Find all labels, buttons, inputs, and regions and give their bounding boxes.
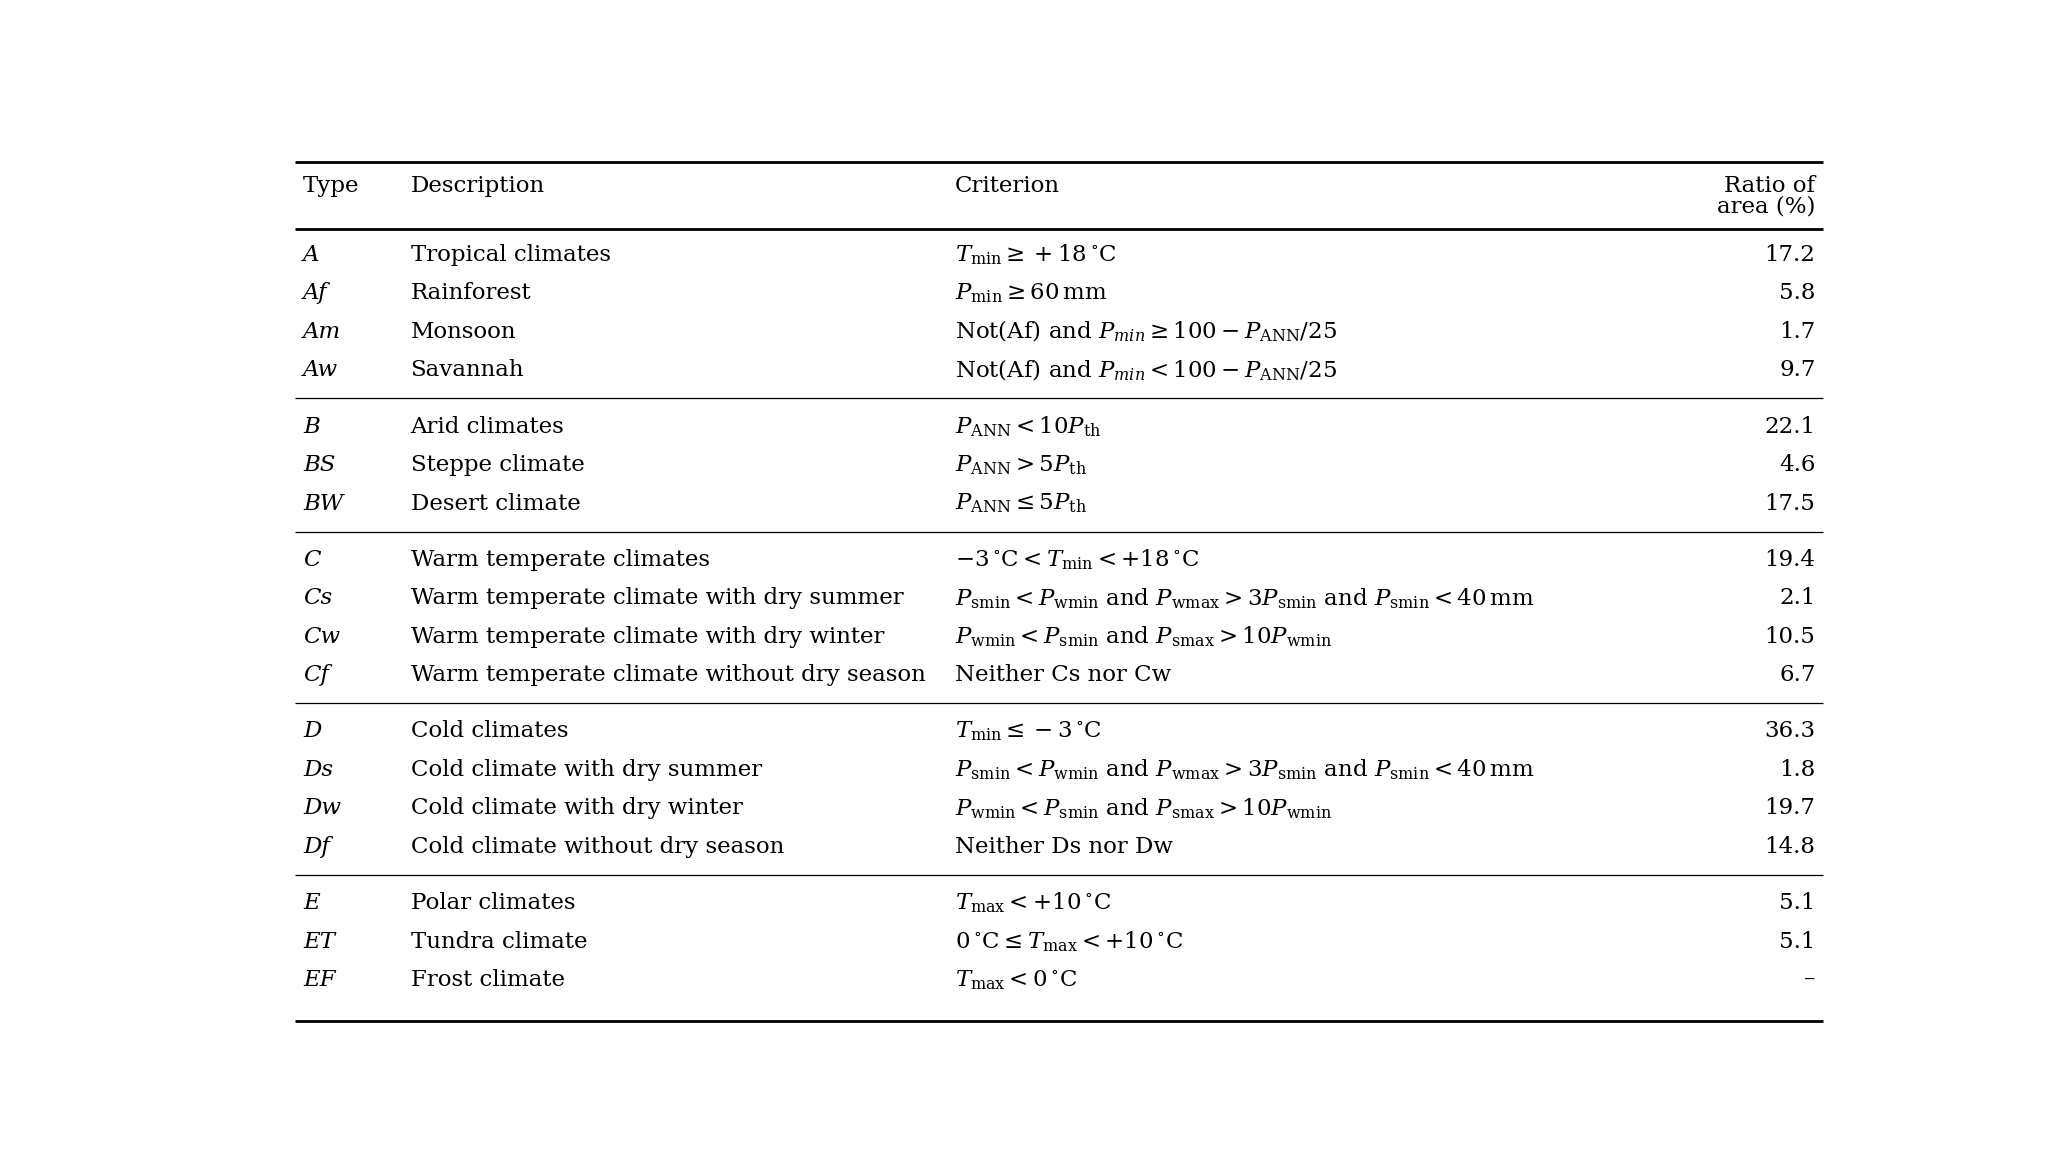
- Text: Rainforest: Rainforest: [411, 282, 531, 304]
- Text: 1.7: 1.7: [1780, 320, 1815, 342]
- Text: D: D: [304, 721, 322, 742]
- Text: $P_{\mathrm{smin}} < P_{\mathrm{wmin}}$ and $P_{\mathrm{wmax}} > 3P_{\mathrm{smi: $P_{\mathrm{smin}} < P_{\mathrm{wmin}}$ …: [955, 758, 1534, 783]
- Text: A: A: [304, 244, 320, 266]
- Text: Ds: Ds: [304, 759, 333, 781]
- Text: 1.8: 1.8: [1780, 759, 1815, 781]
- Text: Aw: Aw: [304, 359, 339, 381]
- Text: 9.7: 9.7: [1780, 359, 1815, 381]
- Text: Frost climate: Frost climate: [411, 969, 564, 991]
- Text: ET: ET: [304, 931, 335, 953]
- Text: Neither Ds nor Dw: Neither Ds nor Dw: [955, 836, 1174, 858]
- Text: Type: Type: [304, 174, 360, 196]
- Text: Steppe climate: Steppe climate: [411, 454, 585, 476]
- Text: $T_{\mathrm{max}} < 0\,^{\circ}\mathrm{C}$: $T_{\mathrm{max}} < 0\,^{\circ}\mathrm{C…: [955, 968, 1077, 991]
- Text: Cold climates: Cold climates: [411, 721, 568, 742]
- Text: Af: Af: [304, 282, 329, 304]
- Text: Cold climate with dry winter: Cold climate with dry winter: [411, 798, 742, 820]
- Text: Cold climate with dry summer: Cold climate with dry summer: [411, 759, 761, 781]
- Text: Description: Description: [411, 174, 546, 196]
- Text: 6.7: 6.7: [1780, 664, 1815, 686]
- Text: BW: BW: [304, 492, 343, 514]
- Text: BS: BS: [304, 454, 335, 476]
- Text: Savannah: Savannah: [411, 359, 525, 381]
- Text: $-3\,^{\circ}\mathrm{C} < T_{\mathrm{min}} < +18\,^{\circ}\mathrm{C}$: $-3\,^{\circ}\mathrm{C} < T_{\mathrm{min…: [955, 548, 1199, 572]
- Text: 5.1: 5.1: [1780, 892, 1815, 914]
- Text: Tundra climate: Tundra climate: [411, 931, 587, 953]
- Text: EF: EF: [304, 969, 335, 991]
- Text: $P_{\mathrm{wmin}} < P_{\mathrm{smin}}$ and $P_{\mathrm{smax}} > 10P_{\mathrm{wm: $P_{\mathrm{wmin}} < P_{\mathrm{smin}}$ …: [955, 625, 1333, 649]
- Text: 36.3: 36.3: [1765, 721, 1815, 742]
- Text: Not(Af) and $P_{min} < 100 - P_{\mathrm{ANN}}/25$: Not(Af) and $P_{min} < 100 - P_{\mathrm{…: [955, 358, 1337, 383]
- Text: $0\,^{\circ}\mathrm{C} \leq T_{\mathrm{max}} < +10\,^{\circ}\mathrm{C}$: $0\,^{\circ}\mathrm{C} \leq T_{\mathrm{m…: [955, 929, 1184, 954]
- Text: Dw: Dw: [304, 798, 341, 820]
- Text: Arid climates: Arid climates: [411, 416, 564, 438]
- Text: Cf: Cf: [304, 664, 329, 686]
- Text: 4.6: 4.6: [1780, 454, 1815, 476]
- Text: $P_{\mathrm{ANN}} < 10P_{\mathrm{th}}$: $P_{\mathrm{ANN}} < 10P_{\mathrm{th}}$: [955, 414, 1102, 439]
- Text: –: –: [1804, 969, 1815, 991]
- Text: 10.5: 10.5: [1765, 626, 1815, 648]
- Text: Tropical climates: Tropical climates: [411, 244, 610, 266]
- Text: Monsoon: Monsoon: [411, 320, 517, 342]
- Text: Ratio of: Ratio of: [1724, 174, 1815, 196]
- Text: $P_{\mathrm{wmin}} < P_{\mathrm{smin}}$ and $P_{\mathrm{smax}} > 10P_{\mathrm{wm: $P_{\mathrm{wmin}} < P_{\mathrm{smin}}$ …: [955, 796, 1333, 821]
- Text: B: B: [304, 416, 320, 438]
- Text: Df: Df: [304, 836, 331, 858]
- Text: 14.8: 14.8: [1765, 836, 1815, 858]
- Text: Cs: Cs: [304, 587, 333, 610]
- Text: Cw: Cw: [304, 626, 341, 648]
- Text: Warm temperate climates: Warm temperate climates: [411, 549, 709, 571]
- Text: $T_{\mathrm{min}} \geq +18\,^{\circ}\mathrm{C}$: $T_{\mathrm{min}} \geq +18\,^{\circ}\mat…: [955, 243, 1116, 267]
- Text: 19.7: 19.7: [1765, 798, 1815, 820]
- Text: $T_{\mathrm{max}} < +10\,^{\circ}\mathrm{C}$: $T_{\mathrm{max}} < +10\,^{\circ}\mathrm…: [955, 890, 1112, 916]
- Text: Cold climate without dry season: Cold climate without dry season: [411, 836, 783, 858]
- Text: $T_{\mathrm{min}} \leq -3\,^{\circ}\mathrm{C}$: $T_{\mathrm{min}} \leq -3\,^{\circ}\math…: [955, 720, 1102, 743]
- Text: $P_{\mathrm{min}} \geq 60\,\mathrm{mm}$: $P_{\mathrm{min}} \geq 60\,\mathrm{mm}$: [955, 281, 1108, 305]
- Text: Warm temperate climate with dry summer: Warm temperate climate with dry summer: [411, 587, 903, 610]
- Text: E: E: [304, 892, 320, 914]
- Text: Warm temperate climate without dry season: Warm temperate climate without dry seaso…: [411, 664, 926, 686]
- Text: Neither Cs nor Cw: Neither Cs nor Cw: [955, 664, 1172, 686]
- Text: Am: Am: [304, 320, 341, 342]
- Text: 17.5: 17.5: [1765, 492, 1815, 514]
- Text: 2.1: 2.1: [1780, 587, 1815, 610]
- Text: C: C: [304, 549, 320, 571]
- Text: 5.8: 5.8: [1780, 282, 1815, 304]
- Text: Not(Af) and $P_{min} \geq 100 - P_{\mathrm{ANN}}/25$: Not(Af) and $P_{min} \geq 100 - P_{\math…: [955, 319, 1337, 345]
- Text: Polar climates: Polar climates: [411, 892, 575, 914]
- Text: $P_{\mathrm{ANN}} \leq 5P_{\mathrm{th}}$: $P_{\mathrm{ANN}} \leq 5P_{\mathrm{th}}$: [955, 492, 1087, 515]
- Text: Criterion: Criterion: [955, 174, 1060, 196]
- Text: 5.1: 5.1: [1780, 931, 1815, 953]
- Text: 17.2: 17.2: [1765, 244, 1815, 266]
- Text: Warm temperate climate with dry winter: Warm temperate climate with dry winter: [411, 626, 885, 648]
- Text: 19.4: 19.4: [1765, 549, 1815, 571]
- Text: area (%): area (%): [1718, 195, 1815, 217]
- Text: Desert climate: Desert climate: [411, 492, 581, 514]
- Text: $P_{\mathrm{smin}} < P_{\mathrm{wmin}}$ and $P_{\mathrm{wmax}} > 3P_{\mathrm{smi: $P_{\mathrm{smin}} < P_{\mathrm{wmin}}$ …: [955, 586, 1534, 611]
- Text: 22.1: 22.1: [1765, 416, 1815, 438]
- Text: $P_{\mathrm{ANN}} > 5P_{\mathrm{th}}$: $P_{\mathrm{ANN}} > 5P_{\mathrm{th}}$: [955, 453, 1087, 477]
